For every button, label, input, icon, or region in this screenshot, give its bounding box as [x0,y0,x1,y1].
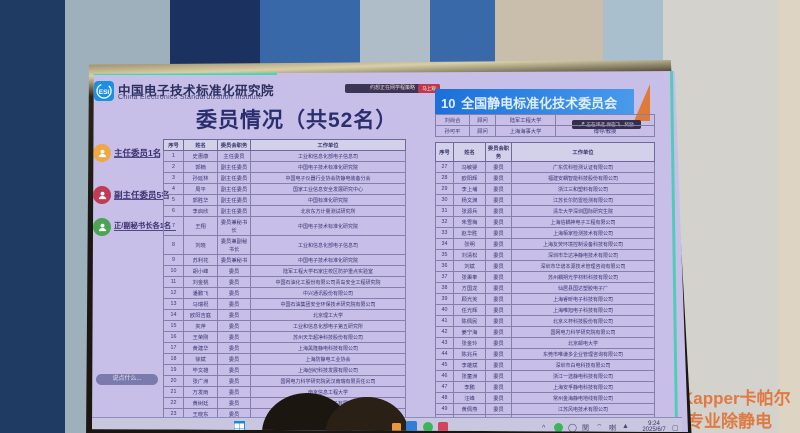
svg-text:ESI: ESI [99,89,110,96]
